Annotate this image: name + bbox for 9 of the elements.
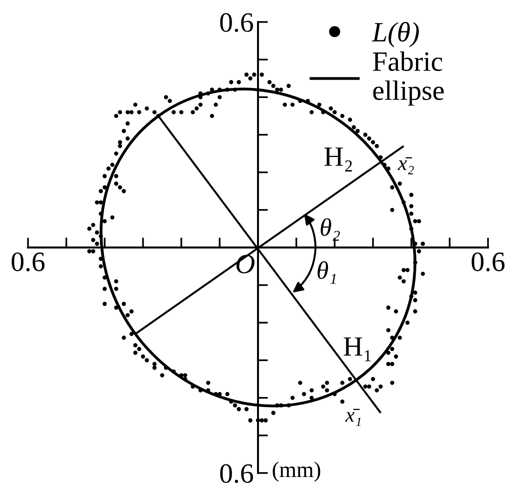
annotation: Fabric ellipse (372, 51, 444, 106)
annotation: θ₂ (320, 218, 340, 241)
annotation: (mm) (272, 462, 320, 482)
annotation: H₁ (344, 337, 371, 362)
legend-label: L(θ) (372, 22, 419, 48)
annotation: x̄₂ (398, 157, 414, 174)
annotation: H₂ (324, 148, 352, 172)
annotation: θ₁ (318, 261, 336, 284)
annotation: x̄₁ (345, 408, 361, 426)
